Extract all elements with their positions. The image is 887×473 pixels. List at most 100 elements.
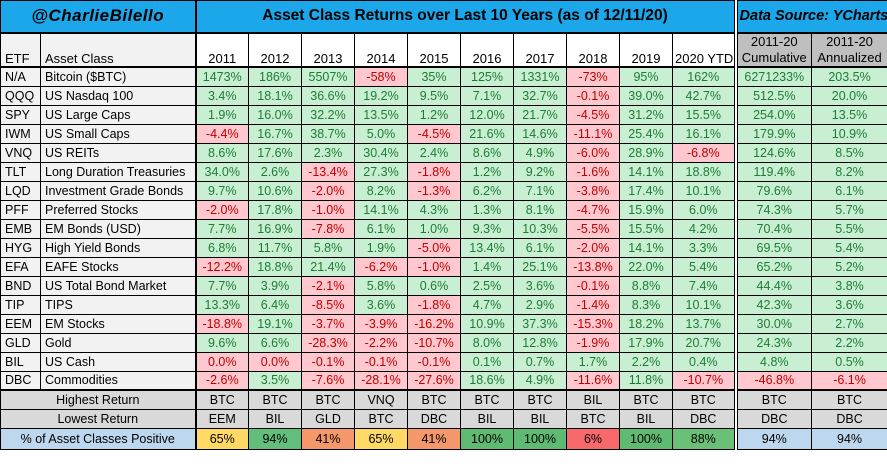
return-cell: 1.9% [354,237,408,258]
return-cell: 186% [248,66,302,87]
return-cell: 36.6% [301,85,355,106]
return-cell: 28.9% [619,142,673,163]
lowest-return-cell: DBC [811,408,887,429]
return-cell: 32.2% [301,104,355,125]
asset-row-emb: EMB EM Bonds (USD) 7.7% 16.9% -7.8% 6.1% 1.0% 9… [0,218,887,239]
return-cell: 17.8% [248,199,302,220]
return-cell: -0.1% [566,275,620,296]
return-cell: 7.1% [513,180,567,201]
return-cell: 13.3% [194,294,249,315]
return-cell: -28.1% [354,370,408,391]
return-cell: -28.3% [301,332,355,353]
return-cell: 32.7% [513,85,567,106]
return-cell: 16.7% [248,123,302,144]
return-cell: 2.5% [460,275,514,296]
pct-positive-cell: 88% [671,427,737,450]
return-cell: 35% [407,66,461,87]
asset-class-cell: US Small Caps [40,123,196,144]
return-cell: -0.1% [301,351,355,372]
annualized-return-cell: 3.6% [811,294,887,315]
annualized-return-cell: 5.7% [811,199,887,220]
cumulative-return-cell: 119.4% [733,161,813,182]
etf-cell: QQQ [0,85,41,106]
return-cell: 12.8% [513,332,567,353]
return-cell: -12.2% [194,256,249,277]
annualized-return-cell: 8.5% [811,142,887,163]
highest-return-cell: BTC [194,389,249,410]
col-header-year-2019: 2019 [619,32,673,68]
return-cell: 6.4% [248,294,302,315]
return-cell: 1.0% [407,218,461,239]
etf-cell: DBC [0,370,41,391]
return-cell: 10.3% [513,218,567,239]
return-cell: 6.1% [354,218,408,239]
return-cell: -6.0% [566,142,620,163]
return-cell: -1.8% [407,294,461,315]
return-cell: -5.5% [566,218,620,239]
annualized-return-cell: 5.4% [811,237,887,258]
return-cell: 15.5% [619,218,673,239]
return-cell: 18.8% [248,256,302,277]
return-cell: 6.0% [671,199,737,220]
asset-class-cell: US Cash [40,351,196,372]
return-cell: 30.4% [354,142,408,163]
return-cell: 14.6% [513,123,567,144]
return-cell: -0.1% [566,85,620,106]
return-cell: 16.9% [248,218,302,239]
col-header-asset-class: Asset Class [40,32,196,68]
etf-cell: IWM [0,123,41,144]
return-cell: 18.8% [671,161,737,182]
return-cell: -4.7% [566,199,620,220]
etf-cell: LQD [0,180,41,201]
annualized-return-cell: 2.2% [811,332,887,353]
lowest-return-cell: BIL [619,408,673,429]
cumulative-return-cell: 179.9% [733,123,813,144]
annualized-return-cell: 6.1% [811,180,887,201]
return-cell: 1.9% [194,104,249,125]
asset-row-dbc: DBC Commodities -2.6% 3.5% -7.6% -28.1% -27.6%… [0,370,887,391]
annualized-return-cell: 5.5% [811,218,887,239]
return-cell: 7.1% [460,85,514,106]
return-cell: 9.3% [460,218,514,239]
cumulative-return-cell: -46.8% [733,370,813,391]
return-cell: 19.2% [354,85,408,106]
highest-return-cell: BTC [513,389,567,410]
return-cell: 7.4% [671,275,737,296]
return-cell: -2.0% [301,180,355,201]
cumulative-return-cell: 74.3% [733,199,813,220]
cumulative-return-cell: 44.4% [733,275,813,296]
pct-positive-cell: 41% [301,427,355,450]
data-source-label: Data Source: YCharts [733,0,887,34]
return-cell: 19.1% [248,313,302,334]
etf-cell: TLT [0,161,41,182]
pct-positive-cell: 65% [194,427,249,450]
asset-row-efa: EFA EAFE Stocks -12.2% 18.8% 21.4% -6.2% -1.0%… [0,256,887,277]
return-cell: 8.2% [354,180,408,201]
pct-positive-cell: 100% [619,427,673,450]
pct-positive-cell: 100% [513,427,567,450]
annualized-return-cell: 3.8% [811,275,887,296]
col-header-year-2014: 2014 [354,32,408,68]
asset-row-tip: TIP TIPS 13.3% 6.4% -8.5% 3.6% -1.8% 4.7% 2.9% -1… [0,294,887,315]
return-cell: 9.7% [194,180,249,201]
author-handle: @CharlieBilello [0,0,196,34]
return-cell: 3.4% [194,85,249,106]
cumulative-return-cell: 79.6% [733,180,813,201]
asset-class-cell: EM Stocks [40,313,196,334]
asset-class-cell: High Yield Bonds [40,237,196,258]
return-cell: -13.8% [566,256,620,277]
pct-positive-cell: 94% [248,427,302,450]
return-cell: 95% [619,66,673,87]
return-cell: 10.9% [460,313,514,334]
lowest-return-cell: BIL [460,408,514,429]
return-cell: 4.3% [407,199,461,220]
return-cell: 9.2% [513,161,567,182]
return-cell: -3.7% [301,313,355,334]
return-cell: 1331% [513,66,567,87]
cumulative-return-cell: 6271233% [733,66,813,87]
return-cell: 0.4% [671,351,737,372]
annualized-return-cell: 20.0% [811,85,887,106]
cumulative-return-cell: 65.2% [733,256,813,277]
return-cell: 2.6% [248,161,302,182]
asset-class-cell: US Large Caps [40,104,196,125]
